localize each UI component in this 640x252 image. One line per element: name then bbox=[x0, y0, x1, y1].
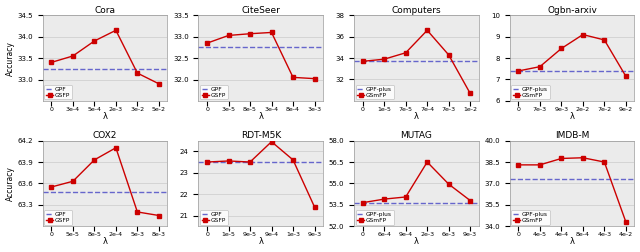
GPF bbox=[69, 191, 77, 194]
Title: RDT-M5K: RDT-M5K bbox=[241, 131, 281, 140]
X-axis label: λ: λ bbox=[259, 112, 263, 121]
GSFP bbox=[134, 210, 141, 213]
X-axis label: λ: λ bbox=[259, 237, 263, 246]
GSmFP bbox=[557, 157, 565, 160]
Line: GSFP: GSFP bbox=[205, 30, 317, 81]
GSFP bbox=[155, 82, 163, 85]
Line: GSmFP: GSmFP bbox=[361, 28, 472, 96]
GSFP bbox=[268, 140, 275, 143]
GPF-plus bbox=[515, 178, 522, 181]
GSmFP bbox=[402, 196, 410, 199]
Title: CiteSeer: CiteSeer bbox=[241, 6, 280, 15]
Title: Ogbn-arxiv: Ogbn-arxiv bbox=[547, 6, 597, 15]
X-axis label: λ: λ bbox=[570, 237, 575, 246]
Line: GSFP: GSFP bbox=[49, 146, 161, 217]
GPF bbox=[69, 67, 77, 70]
Title: Cora: Cora bbox=[95, 6, 116, 15]
GSmFP bbox=[579, 156, 587, 159]
GPF-plus bbox=[536, 70, 544, 73]
X-axis label: λ: λ bbox=[102, 112, 108, 121]
GPF bbox=[47, 191, 55, 194]
Y-axis label: Accuracy: Accuracy bbox=[6, 166, 15, 201]
Legend: GPF-plus, GSmFP: GPF-plus, GSmFP bbox=[511, 210, 550, 225]
GPF bbox=[204, 46, 211, 49]
X-axis label: λ: λ bbox=[570, 112, 575, 121]
GSmFP bbox=[359, 201, 367, 204]
GPF-plus bbox=[515, 70, 522, 73]
GSFP bbox=[246, 32, 254, 35]
GSmFP bbox=[515, 70, 522, 73]
GPF-plus bbox=[380, 201, 388, 204]
GPF-plus bbox=[359, 201, 367, 204]
GSFP bbox=[134, 72, 141, 75]
X-axis label: λ: λ bbox=[414, 237, 419, 246]
GSmFP bbox=[515, 163, 522, 166]
GSmFP bbox=[445, 183, 452, 186]
Y-axis label: Accuracy: Accuracy bbox=[6, 41, 15, 76]
GPF bbox=[225, 161, 232, 164]
GSFP bbox=[204, 161, 211, 164]
GSFP bbox=[310, 205, 318, 208]
GSFP bbox=[155, 214, 163, 217]
GSmFP bbox=[402, 51, 410, 54]
GSmFP bbox=[359, 60, 367, 63]
GSFP bbox=[225, 34, 232, 37]
GSFP bbox=[246, 161, 254, 164]
GSFP bbox=[90, 158, 98, 161]
GSFP bbox=[47, 61, 55, 64]
Legend: GPF-plus, GSmFP: GPF-plus, GSmFP bbox=[511, 85, 550, 100]
GSmFP bbox=[536, 163, 544, 166]
Legend: GPF, GSFP: GPF, GSFP bbox=[200, 210, 228, 225]
GSFP bbox=[289, 76, 297, 79]
X-axis label: λ: λ bbox=[414, 112, 419, 121]
GSmFP bbox=[622, 220, 630, 224]
Legend: GPF, GSFP: GPF, GSFP bbox=[200, 85, 228, 100]
GSFP bbox=[289, 158, 297, 161]
GSFP bbox=[112, 29, 120, 32]
GSmFP bbox=[424, 29, 431, 32]
Title: MUTAG: MUTAG bbox=[401, 131, 433, 140]
GSmFP bbox=[536, 65, 544, 68]
GSmFP bbox=[424, 161, 431, 164]
GSmFP bbox=[467, 92, 474, 95]
Legend: GPF, GSFP: GPF, GSFP bbox=[44, 210, 72, 225]
GSFP bbox=[310, 77, 318, 80]
GSFP bbox=[69, 54, 77, 57]
GPF-plus bbox=[359, 60, 367, 63]
Line: GSmFP: GSmFP bbox=[516, 156, 628, 224]
GSmFP bbox=[600, 38, 608, 41]
GSFP bbox=[69, 180, 77, 183]
GSmFP bbox=[380, 198, 388, 201]
GSFP bbox=[112, 146, 120, 149]
GSmFP bbox=[579, 33, 587, 36]
GPF bbox=[225, 46, 232, 49]
GSmFP bbox=[622, 75, 630, 78]
Title: Computers: Computers bbox=[392, 6, 441, 15]
GPF bbox=[47, 67, 55, 70]
GSFP bbox=[90, 40, 98, 43]
GPF-plus bbox=[536, 178, 544, 181]
Legend: GPF-plus, GSmFP: GPF-plus, GSmFP bbox=[356, 210, 394, 225]
GSmFP bbox=[600, 161, 608, 164]
GSmFP bbox=[467, 199, 474, 202]
Line: GSmFP: GSmFP bbox=[361, 160, 472, 205]
GSFP bbox=[47, 185, 55, 188]
GSmFP bbox=[445, 53, 452, 56]
Line: GSFP: GSFP bbox=[49, 28, 161, 86]
GPF-plus bbox=[380, 60, 388, 63]
GSFP bbox=[268, 31, 275, 34]
Line: GSmFP: GSmFP bbox=[516, 33, 628, 78]
Title: COX2: COX2 bbox=[93, 131, 117, 140]
GSmFP bbox=[557, 47, 565, 50]
Legend: GPF, GSFP: GPF, GSFP bbox=[44, 85, 72, 100]
GPF bbox=[204, 161, 211, 164]
X-axis label: λ: λ bbox=[102, 237, 108, 246]
Legend: GPF-plus, GSmFP: GPF-plus, GSmFP bbox=[356, 85, 394, 100]
GSFP bbox=[225, 160, 232, 163]
Title: IMDB-M: IMDB-M bbox=[555, 131, 589, 140]
GSFP bbox=[204, 42, 211, 45]
GSmFP bbox=[380, 58, 388, 61]
Line: GSFP: GSFP bbox=[205, 140, 317, 209]
